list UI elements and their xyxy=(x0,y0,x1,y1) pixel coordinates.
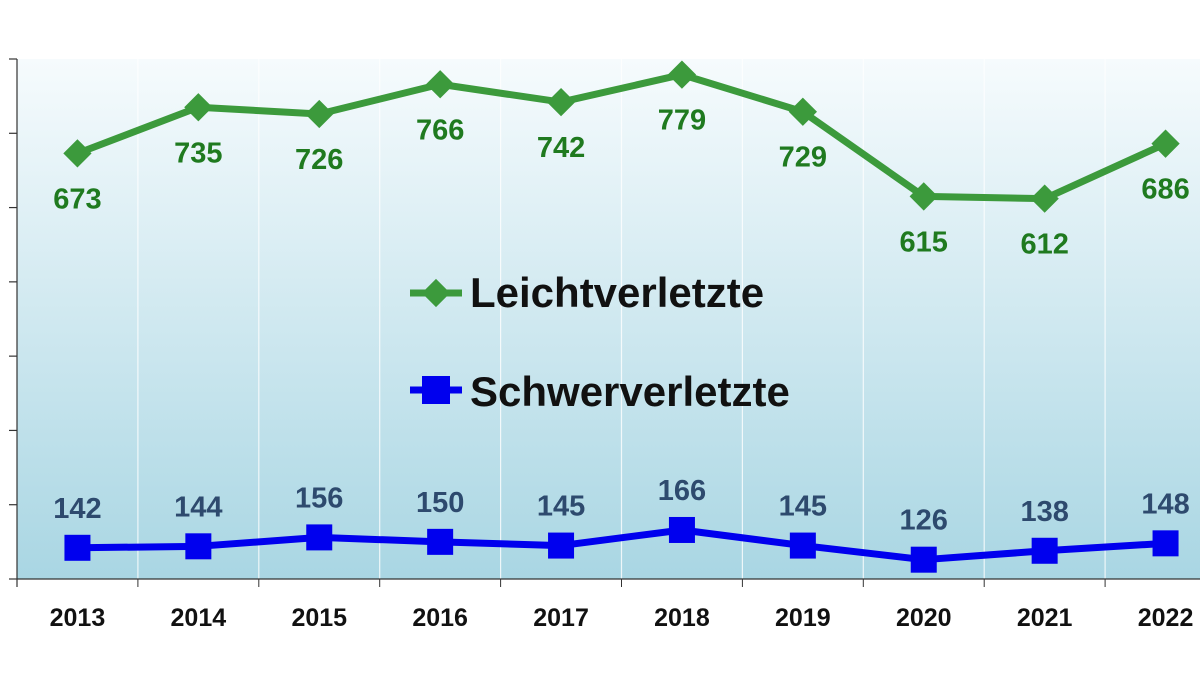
plot-area xyxy=(17,59,1200,579)
x-tick-label: 2021 xyxy=(1017,604,1073,632)
data-label: 735 xyxy=(174,137,222,169)
x-tick-label: 2014 xyxy=(171,604,227,632)
data-label: 742 xyxy=(537,132,585,164)
data-label: 156 xyxy=(295,482,343,514)
data-point-square xyxy=(548,532,575,559)
data-point-square xyxy=(668,516,695,543)
data-point-diamond xyxy=(1151,129,1180,158)
data-point-square xyxy=(1031,537,1058,564)
series-line-leichtverletzte xyxy=(76,71,1167,203)
data-label: 729 xyxy=(779,142,827,174)
data-label: 726 xyxy=(295,144,343,176)
x-tick-label: 2016 xyxy=(412,604,468,632)
data-label: 686 xyxy=(1141,174,1189,206)
legend-label-leichtverletzte: Leichtverletzte xyxy=(470,269,764,316)
data-point-square xyxy=(185,533,212,560)
data-point-diamond xyxy=(1030,184,1059,213)
x-tick-label: 2013 xyxy=(50,604,106,632)
x-tick-label: 2022 xyxy=(1138,604,1194,632)
data-point-square xyxy=(910,546,937,573)
data-point-diamond xyxy=(546,87,576,117)
legend-marker-square xyxy=(422,376,450,404)
data-label: 145 xyxy=(537,491,585,523)
data-point-diamond xyxy=(909,182,938,211)
data-point-square xyxy=(306,524,333,551)
data-label: 148 xyxy=(1141,488,1189,520)
data-point-square xyxy=(64,534,91,561)
data-label: 166 xyxy=(658,475,706,507)
series-line-schwerverletzte xyxy=(77,526,1166,564)
data-label: 612 xyxy=(1020,229,1068,261)
data-point-square xyxy=(1152,530,1179,557)
data-label: 766 xyxy=(416,114,464,146)
data-point-diamond xyxy=(667,60,697,89)
x-tick-label: 2015 xyxy=(291,604,347,632)
data-label: 126 xyxy=(900,505,948,537)
data-label: 150 xyxy=(416,487,464,519)
x-tick-label: 2018 xyxy=(654,604,710,632)
data-label: 138 xyxy=(1020,496,1068,528)
data-label: 673 xyxy=(53,183,101,215)
legend-label-schwerverletzte: Schwerverletzte xyxy=(470,368,790,415)
data-label: 779 xyxy=(658,105,706,137)
data-label: 145 xyxy=(779,491,827,523)
x-tick-label: 2019 xyxy=(775,604,831,632)
x-tick-label: 2020 xyxy=(896,604,952,632)
data-label: 615 xyxy=(900,226,948,258)
data-point-square xyxy=(789,532,816,559)
legend: Leichtverletzte Schwerverletzte xyxy=(410,269,790,415)
data-label: 144 xyxy=(174,491,222,523)
x-tick-label: 2017 xyxy=(533,604,589,632)
legend-marker-diamond xyxy=(421,278,451,308)
data-point-square xyxy=(427,528,454,555)
data-point-diamond xyxy=(788,97,817,126)
data-label: 142 xyxy=(53,493,101,525)
